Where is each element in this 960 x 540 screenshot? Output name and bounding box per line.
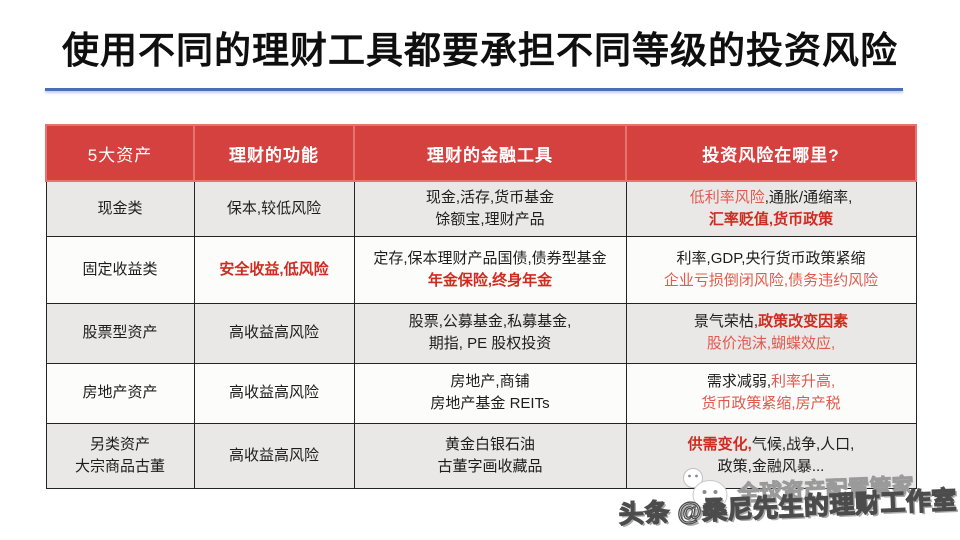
cell-asset: 另类资产 大宗商品古董: [45, 422, 195, 489]
column-header-3: 投资风险在哪里?: [625, 124, 917, 182]
cell-tools: 现金,活存,货币基金 馀额宝,理财产品: [353, 180, 627, 237]
cell-asset: 固定收益类: [45, 235, 195, 304]
table-row: 固定收益类 安全收益,低风险 定存,保本理财产品国债,债券型基金 年金保险,终身年金利…: [45, 235, 917, 304]
cell-function: 保本,较低风险: [193, 180, 355, 237]
table-header-row: 5大资产 理财的功能 理财的金融工具 投资风险在哪里?: [45, 124, 917, 182]
cell-function: 高收益高风险: [193, 362, 355, 424]
title-divider: [45, 88, 903, 91]
table-row: 股票型资产 高收益高风险 股票,公募基金,私募基金, 期指, PE 股权投资 景气荣枯,…: [45, 302, 917, 364]
cell-asset: 股票型资产: [45, 302, 195, 364]
ghost-icon: [683, 468, 728, 510]
cell-function: 高收益高风险: [193, 302, 355, 364]
page-title: 使用不同的理财工具都要承担不同等级的投资风险: [62, 30, 898, 71]
asset-risk-table: 5大资产 理财的功能 理财的金融工具 投资风险在哪里? 现金类 保本,较低风险 现金,活存…: [45, 124, 917, 489]
cell-risks: 需求减弱,利率升高, 货币政策紧缩,房产税: [625, 362, 917, 424]
cell-asset: 现金类: [45, 180, 195, 237]
table-row: 房地产资产 高收益高风险 房地产,商铺 房地产基金 REITs 需求减弱,利率升高, 货币…: [45, 362, 917, 424]
cell-tools: 股票,公募基金,私募基金, 期指, PE 股权投资: [353, 302, 627, 364]
cell-risks: 景气荣枯,政策改变因素 股价泡沫,蝴蝶效应,: [625, 302, 917, 364]
cell-function: 安全收益,低风险: [193, 235, 355, 304]
table-body: 现金类 保本,较低风险 现金,活存,货币基金 馀额宝,理财产品 低利率风险,通胀/通缩率…: [45, 180, 917, 489]
cell-risks: 供需变化,气候,战争,人口, 政策,金融风暴...: [625, 422, 917, 489]
cell-risks: 低利率风险,通胀/通缩率, 汇率贬值,货币政策: [625, 180, 917, 237]
table-row: 另类资产 大宗商品古董 高收益高风险 黄金白银石油 古董字画收藏品 供需变化,气候,战争,…: [45, 422, 917, 489]
cell-tools: 黄金白银石油 古董字画收藏品: [353, 422, 627, 489]
cell-tools: 房地产,商铺 房地产基金 REITs: [353, 362, 627, 424]
cell-function: 高收益高风险: [193, 422, 355, 489]
cell-tools: 定存,保本理财产品国债,债券型基金 年金保险,终身年金: [353, 235, 627, 304]
table-row: 现金类 保本,较低风险 现金,活存,货币基金 馀额宝,理财产品 低利率风险,通胀/通缩率…: [45, 180, 917, 237]
cell-asset: 房地产资产: [45, 362, 195, 424]
column-header-0: 5大资产: [45, 124, 195, 182]
column-header-1: 理财的功能: [193, 124, 355, 182]
column-header-2: 理财的金融工具: [353, 124, 627, 182]
cell-risks: 利率,GDP,央行货币政策紧缩 企业亏损倒闭风险,债务违约风险: [625, 235, 917, 304]
